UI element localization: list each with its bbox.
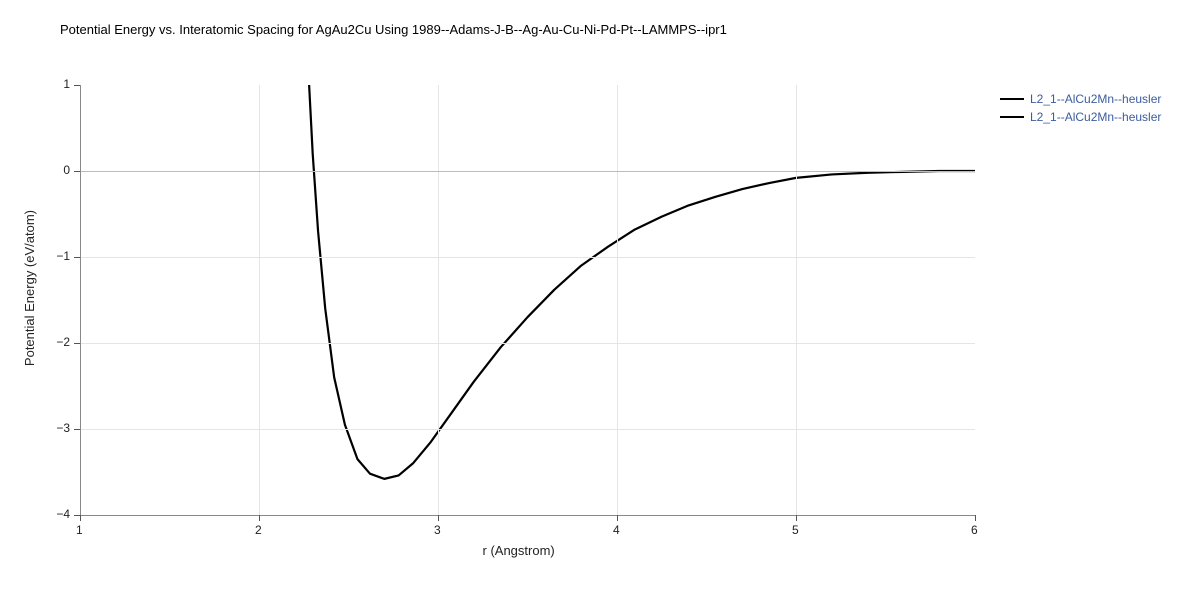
y-tick-label: −3 [56,421,70,435]
x-tick [438,515,439,521]
legend-item[interactable]: L2_1--AlCu2Mn--heusler [1000,108,1161,126]
x-axis-label: r (Angstrom) [483,543,555,558]
x-tick [259,515,260,521]
x-tick-label: 2 [255,523,262,537]
y-tick-label: 1 [63,77,70,91]
zero-line [80,171,975,172]
legend-text: L2_1--AlCu2Mn--heusler [1030,92,1161,106]
plot-area[interactable] [80,85,975,515]
x-tick [796,515,797,521]
grid-line-horizontal [80,257,975,258]
chart-container: Potential Energy vs. Interatomic Spacing… [0,0,1200,600]
x-tick-label: 4 [613,523,620,537]
legend-item[interactable]: L2_1--AlCu2Mn--heusler [1000,90,1161,108]
legend-swatch [1000,98,1024,100]
x-tick-label: 6 [971,523,978,537]
y-tick-label: −2 [56,335,70,349]
y-tick-label: 0 [63,163,70,177]
curve-layer [80,85,975,515]
x-tick [80,515,81,521]
legend-text: L2_1--AlCu2Mn--heusler [1030,110,1161,124]
y-axis-label: Potential Energy (eV/atom) [22,210,37,366]
grid-line-vertical [796,85,797,515]
grid-line-vertical [438,85,439,515]
y-tick-label: −4 [56,507,70,521]
y-tick [74,429,80,430]
chart-title: Potential Energy vs. Interatomic Spacing… [60,22,727,37]
legend[interactable]: L2_1--AlCu2Mn--heusler L2_1--AlCu2Mn--heu… [1000,90,1161,126]
series-curve [309,85,975,479]
grid-line-vertical [617,85,618,515]
x-axis-line [80,515,975,516]
y-axis-line [80,85,81,515]
grid-line-horizontal [80,429,975,430]
x-tick-label: 3 [434,523,441,537]
grid-line-horizontal [80,343,975,344]
x-tick-label: 1 [76,523,83,537]
legend-swatch [1000,116,1024,118]
y-tick-label: −1 [56,249,70,263]
x-tick [617,515,618,521]
x-tick [975,515,976,521]
grid-line-vertical [259,85,260,515]
y-tick [74,257,80,258]
y-tick [74,515,80,516]
x-tick-label: 5 [792,523,799,537]
y-tick [74,343,80,344]
y-tick [74,85,80,86]
y-tick [74,171,80,172]
